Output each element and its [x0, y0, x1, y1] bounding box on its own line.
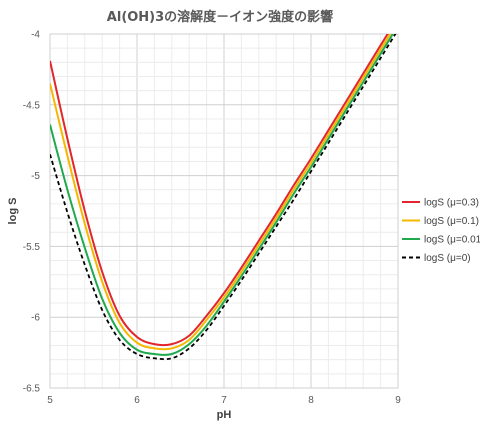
y-tick-label: -6.5 [23, 384, 41, 395]
legend-label: logS (μ=0.1) [424, 216, 479, 227]
legend-label: logS (μ=0.01) [424, 235, 480, 246]
legend-label: logS (μ=0.3) [424, 198, 479, 209]
y-tick-label: -5.5 [23, 242, 41, 253]
y-tick-label: -4 [31, 30, 40, 41]
y-axis-title: log S [7, 198, 19, 225]
x-axis-ticks: 5 6 7 8 9 [47, 395, 401, 406]
y-tick-label: -4.5 [23, 100, 41, 111]
series-line [50, 34, 389, 347]
series-line [50, 34, 397, 361]
x-tick-label: 5 [47, 395, 53, 406]
chart-title: Al(OH)3の溶解度－イオン強度の影響 [107, 9, 333, 25]
series-lines [50, 34, 397, 361]
x-tick-label: 7 [221, 395, 227, 406]
legend: logS (μ=0.3) logS (μ=0.1) logS (μ=0.01) log… [402, 198, 480, 264]
series-line [50, 34, 394, 356]
plot-area-border [49, 33, 399, 389]
x-tick-label: 8 [308, 395, 314, 406]
x-axis-title: pH [217, 409, 232, 421]
series-line [50, 34, 392, 351]
y-tick-label: -6 [31, 313, 40, 324]
y-tick-label: -5 [31, 171, 40, 182]
x-tick-label: 6 [134, 395, 140, 406]
x-tick-label: 9 [395, 395, 401, 406]
y-axis-ticks: -4 -4.5 -5 -5.5 -6 -6.5 [23, 30, 41, 395]
legend-label: logS (μ=0) [424, 253, 471, 264]
gridlines [49, 33, 399, 389]
